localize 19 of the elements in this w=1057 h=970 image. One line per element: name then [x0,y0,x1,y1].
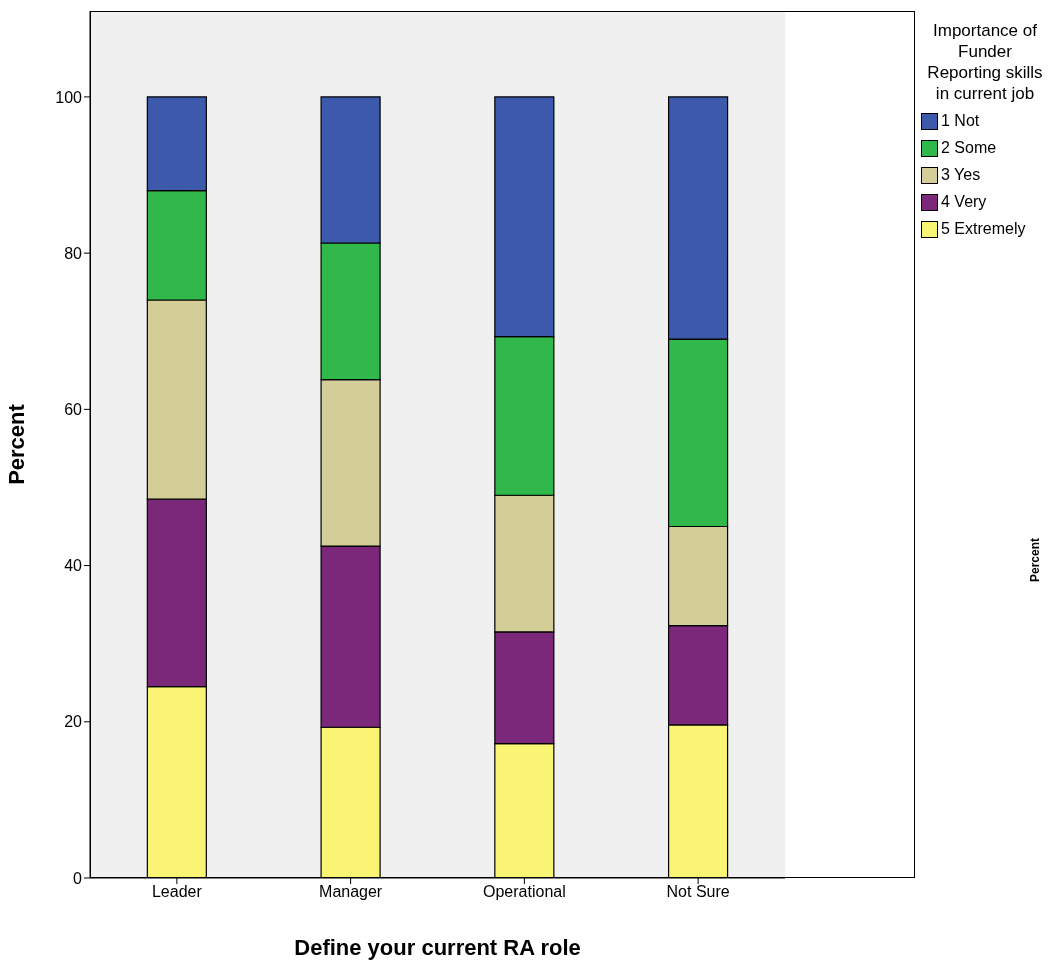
text: Percent [1028,537,1043,583]
y-tick-label: 60 [64,401,83,419]
legend-label: 2 Some [941,139,997,157]
x-tick-label: Leader [151,883,203,901]
legend-title: Importance of Funder Reporting skills in current job [926,20,1044,104]
y-tick-label: 0 [73,869,83,887]
y-tick-label: 40 [64,557,83,575]
legend-label: 4 Very [941,193,987,211]
y-tick-label: 100 [55,88,83,106]
y-tick-label: 20 [64,713,83,731]
legend-label: 5 Extremely [941,220,1026,238]
x-tick-label: Manager [319,883,383,901]
y-tick-label: 80 [64,244,83,262]
legend-label: 3 Yes [941,166,981,184]
y-axis-title: Percent [3,403,29,485]
legend-label: 1 Not [941,112,980,130]
x-tick-label: Operational [483,883,566,901]
x-axis-title: Define your current RA role [294,935,581,960]
x-tick-label: Not Sure [666,883,730,901]
